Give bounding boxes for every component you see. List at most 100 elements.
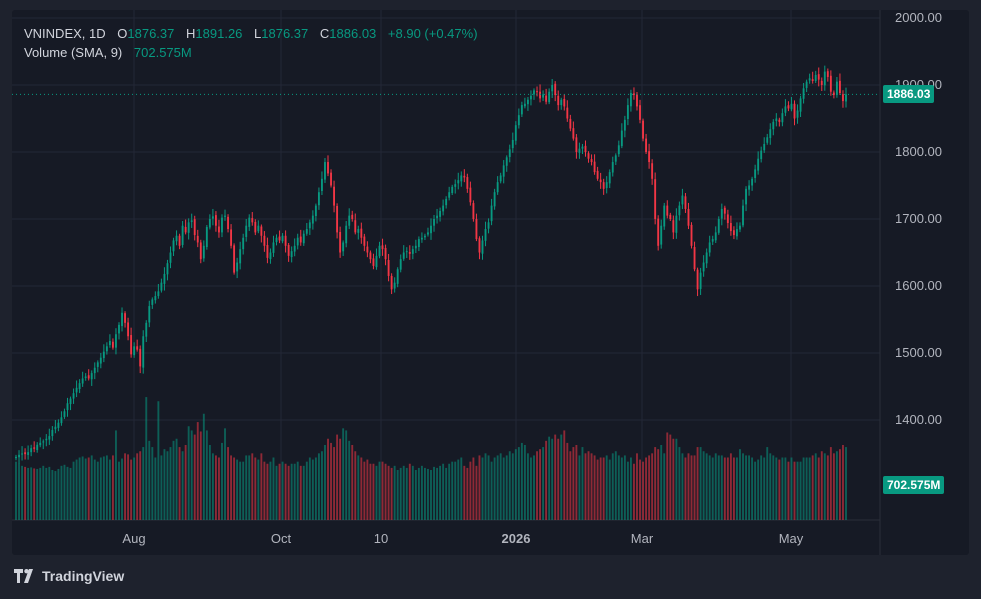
volume-bar bbox=[623, 455, 626, 520]
volume-bar bbox=[842, 445, 844, 520]
volume-bar bbox=[808, 457, 811, 520]
candle-body bbox=[381, 245, 384, 250]
volume-bar bbox=[236, 459, 239, 520]
candle-body bbox=[378, 245, 381, 257]
volume-bar bbox=[90, 455, 93, 520]
volume-bar bbox=[121, 458, 123, 520]
y-tick-label: 1500.00 bbox=[895, 345, 942, 360]
candle-body bbox=[502, 165, 505, 177]
volume-bar bbox=[284, 463, 287, 520]
volume-bar bbox=[826, 455, 829, 520]
candle-body bbox=[520, 105, 523, 115]
volume-bar bbox=[24, 466, 27, 520]
high-label: H bbox=[186, 26, 196, 41]
candle-body bbox=[214, 215, 217, 226]
volume-bar bbox=[214, 455, 217, 520]
volume-label[interactable]: Volume (SMA, 9) bbox=[24, 45, 123, 60]
candle-body bbox=[39, 442, 42, 446]
candle-body bbox=[808, 78, 811, 81]
candle-body bbox=[27, 452, 30, 455]
volume-bar bbox=[175, 438, 178, 520]
last-price-tag: 1886.03 bbox=[883, 85, 935, 104]
candle-body bbox=[251, 218, 254, 223]
candle-body bbox=[118, 324, 120, 334]
volume-bar bbox=[205, 430, 208, 520]
candle-body bbox=[766, 137, 769, 143]
candle-body bbox=[211, 216, 214, 219]
volume-bar bbox=[566, 442, 569, 520]
x-tick-label: Aug bbox=[122, 531, 145, 546]
candle-body bbox=[72, 393, 75, 399]
candle-body bbox=[736, 229, 738, 237]
candle-body bbox=[172, 240, 175, 252]
volume-bar bbox=[751, 457, 754, 520]
candle-body bbox=[184, 226, 187, 233]
candle-body bbox=[633, 93, 635, 96]
candle-body bbox=[581, 146, 584, 149]
volume-bar bbox=[111, 455, 114, 520]
candle-body bbox=[536, 91, 538, 93]
volume-bar bbox=[548, 436, 551, 520]
price-chart[interactable]: 2000.001900.001800.001700.001600.001500.… bbox=[12, 10, 969, 555]
candle-body bbox=[190, 220, 193, 222]
candle-body bbox=[787, 105, 790, 109]
chart-frame[interactable]: 2000.001900.001800.001700.001600.001500.… bbox=[12, 10, 969, 555]
price-axis[interactable]: 2000.001900.001800.001700.001600.001500.… bbox=[895, 10, 942, 427]
candle-body bbox=[33, 447, 36, 449]
volume-bar bbox=[202, 413, 205, 520]
candle-body bbox=[560, 99, 563, 106]
volume-bar bbox=[669, 434, 672, 520]
candle-body bbox=[442, 205, 445, 212]
volume-bar bbox=[42, 465, 45, 520]
volume-bar bbox=[517, 447, 520, 520]
volume-bar bbox=[526, 453, 529, 520]
candle-body bbox=[436, 215, 438, 219]
volume-bar bbox=[142, 447, 145, 520]
volume-bar bbox=[663, 453, 666, 520]
volume-bars bbox=[15, 397, 847, 520]
candle-body bbox=[660, 225, 663, 245]
tradingview-logo-icon bbox=[14, 569, 33, 583]
volume-bar bbox=[396, 470, 399, 520]
volume-bar bbox=[523, 445, 526, 520]
volume-bar bbox=[317, 453, 320, 520]
volume-bar bbox=[233, 457, 236, 520]
tradingview-brand[interactable]: TradingView bbox=[14, 568, 124, 584]
volume-bar bbox=[163, 449, 166, 520]
volume-bar bbox=[254, 457, 257, 520]
open-label: O bbox=[117, 26, 128, 41]
volume-bar bbox=[154, 457, 157, 520]
x-tick-label: 2026 bbox=[502, 531, 531, 546]
volume-bar bbox=[823, 453, 826, 520]
candle-body bbox=[575, 137, 578, 152]
volume-bar bbox=[248, 455, 251, 520]
candle-body bbox=[551, 85, 554, 92]
symbol-label[interactable]: VNINDEX, 1D bbox=[24, 26, 106, 41]
volume-bar bbox=[66, 466, 69, 520]
candle-body bbox=[272, 242, 275, 253]
volume-bar bbox=[75, 459, 78, 520]
volume-bar bbox=[614, 451, 617, 520]
candle-body bbox=[666, 205, 669, 216]
volume-bar bbox=[832, 453, 835, 520]
candle-body bbox=[218, 226, 220, 233]
x-tick-label: May bbox=[779, 531, 804, 546]
candle-body bbox=[287, 244, 290, 256]
volume-bar bbox=[115, 430, 117, 520]
candle-body bbox=[248, 217, 251, 227]
candle-body bbox=[281, 235, 284, 242]
volume-bar bbox=[151, 447, 154, 520]
time-axis[interactable]: Aug Oct 10 2026 Mar May bbox=[122, 531, 803, 546]
volume-bar bbox=[193, 434, 196, 520]
candle-body bbox=[642, 120, 644, 139]
candle-body bbox=[760, 150, 763, 160]
volume-bar bbox=[466, 467, 469, 520]
volume-bar bbox=[793, 461, 796, 520]
volume-bar bbox=[124, 453, 126, 520]
volume-bar bbox=[723, 457, 726, 520]
candle-body bbox=[127, 322, 130, 337]
volume-bar bbox=[384, 463, 387, 520]
candle-body bbox=[623, 119, 626, 131]
candle-body bbox=[569, 118, 572, 129]
volume-bar bbox=[257, 459, 260, 520]
